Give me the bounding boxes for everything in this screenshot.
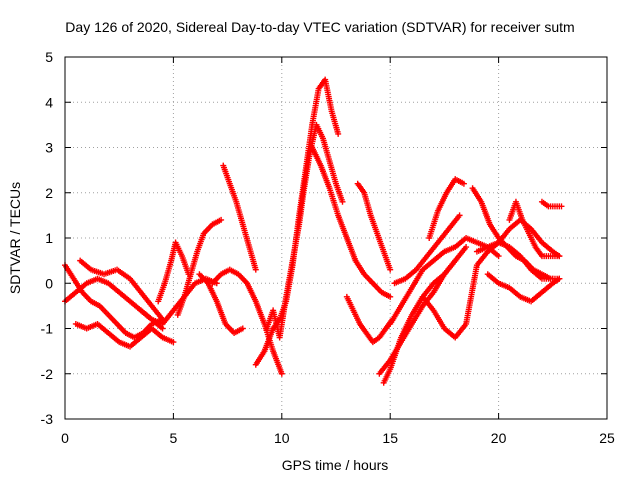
y-axis-label: SDTVAR / TECUs bbox=[7, 182, 23, 294]
data-point bbox=[387, 266, 394, 273]
y-tick-label: -3 bbox=[41, 411, 54, 427]
data-point bbox=[460, 180, 467, 187]
data-point bbox=[170, 339, 177, 346]
y-tick-label: 1 bbox=[45, 230, 53, 246]
x-tick-label: 10 bbox=[274, 430, 290, 446]
x-tick-label: 15 bbox=[382, 430, 398, 446]
series-trace-24 bbox=[484, 271, 563, 305]
chart-title: Day 126 of 2020, Sidereal Day-to-day VTE… bbox=[65, 19, 574, 35]
series-trace-3 bbox=[72, 320, 177, 350]
data-point bbox=[252, 266, 259, 273]
series-trace-12 bbox=[263, 121, 346, 341]
data-point bbox=[218, 216, 225, 223]
data-point bbox=[556, 253, 563, 260]
series-trace-14 bbox=[343, 293, 396, 346]
y-tick-label: 4 bbox=[45, 94, 53, 110]
grid-lines bbox=[65, 57, 607, 419]
data-point bbox=[335, 130, 342, 137]
series-trace-26 bbox=[538, 198, 565, 210]
series-trace-19 bbox=[391, 212, 463, 287]
series-trace-7 bbox=[174, 216, 225, 318]
y-tick-label: 0 bbox=[45, 275, 53, 291]
y-tick-label: -1 bbox=[41, 321, 54, 337]
x-axis-label: GPS time / hours bbox=[282, 457, 389, 473]
series-trace-4 bbox=[77, 257, 166, 323]
x-tick-label: 25 bbox=[599, 430, 615, 446]
data-point bbox=[339, 198, 346, 205]
data-points bbox=[62, 76, 565, 386]
series-trace-6 bbox=[155, 239, 192, 305]
x-tick-label: 5 bbox=[170, 430, 178, 446]
data-point bbox=[456, 212, 463, 219]
series-trace-23 bbox=[473, 216, 563, 260]
data-point bbox=[463, 244, 470, 251]
data-point bbox=[558, 203, 565, 210]
series-trace-13 bbox=[309, 144, 394, 300]
y-tick-label: -2 bbox=[41, 366, 54, 382]
series-trace-9 bbox=[220, 162, 259, 273]
x-tick-label: 0 bbox=[61, 430, 69, 446]
y-tick-label: 5 bbox=[45, 49, 53, 65]
data-point bbox=[556, 275, 563, 282]
y-tick-label: 3 bbox=[45, 140, 53, 156]
data-point bbox=[387, 293, 394, 300]
series-trace-25 bbox=[506, 198, 563, 260]
data-point bbox=[278, 370, 285, 377]
series-trace-15 bbox=[354, 180, 394, 273]
data-point bbox=[495, 253, 502, 260]
series-trace-21 bbox=[426, 176, 467, 241]
y-tick-label: 2 bbox=[45, 185, 53, 201]
data-point bbox=[239, 325, 246, 332]
series-trace-8 bbox=[196, 271, 246, 337]
axis-ticks: 0 5 10 15 20 25 -3 -2 -1 0 1 2 3 4 5 bbox=[41, 49, 615, 446]
x-tick-label: 20 bbox=[491, 430, 507, 446]
